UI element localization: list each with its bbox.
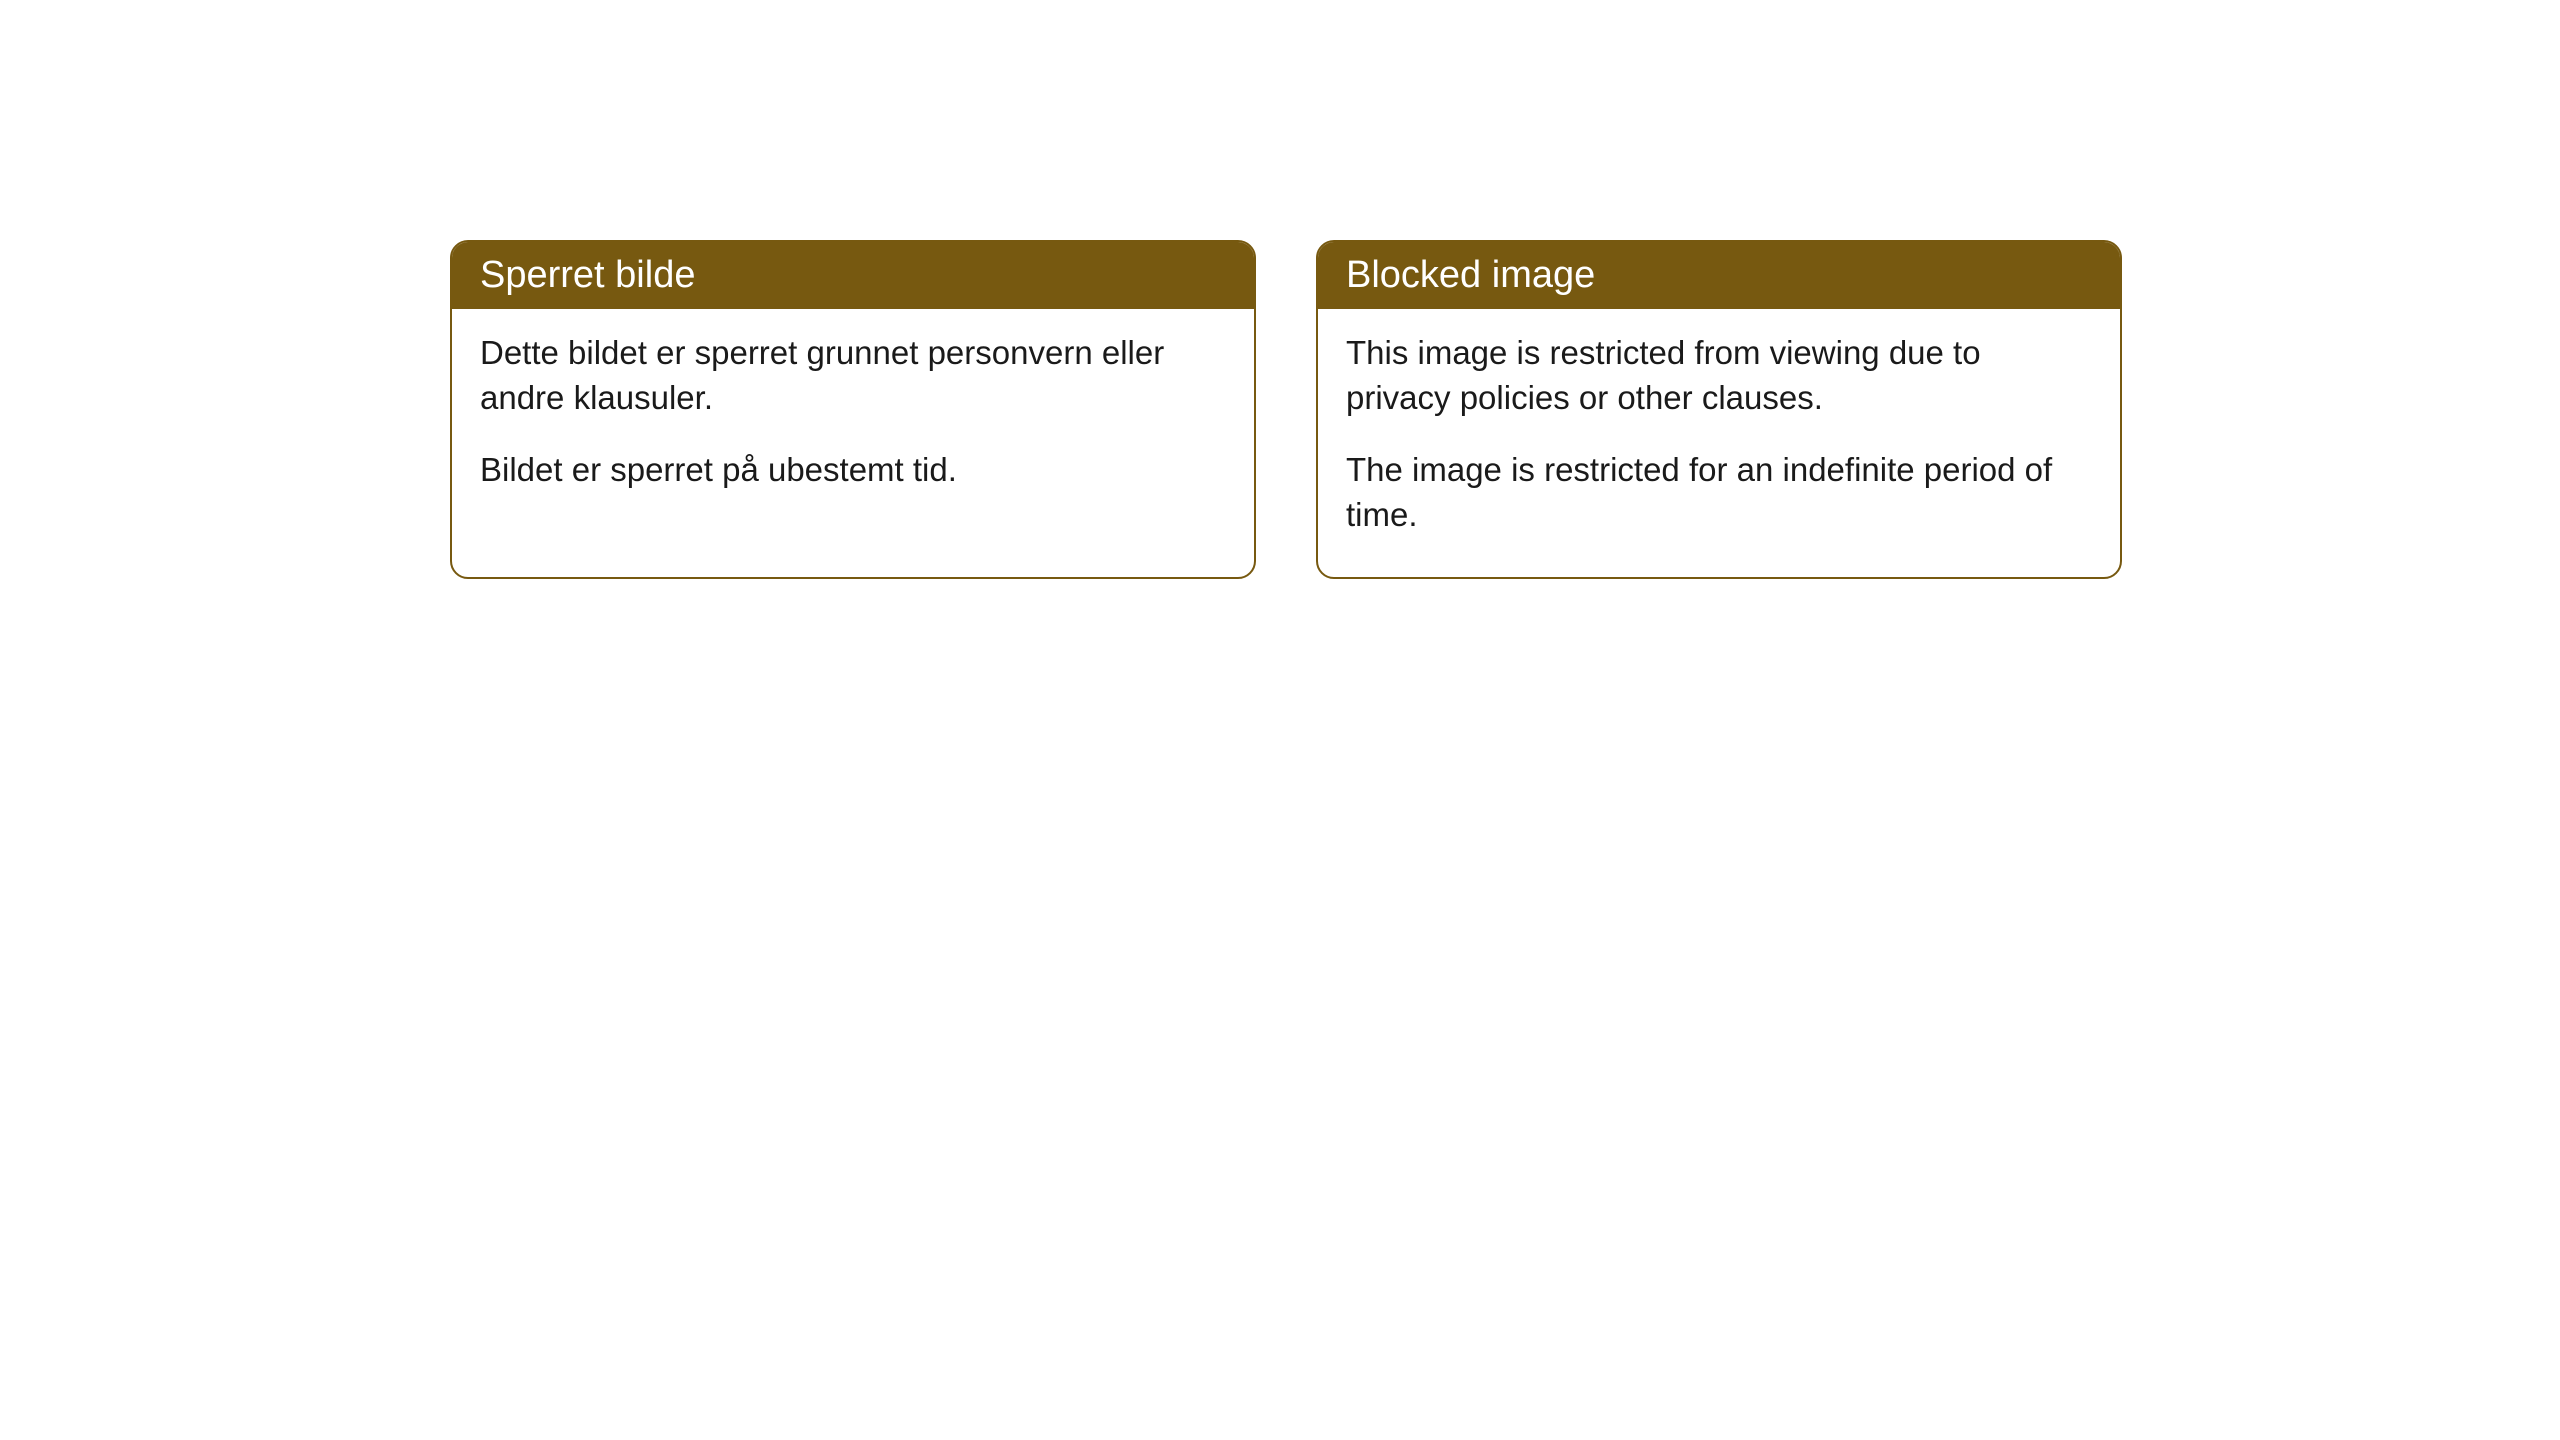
card-paragraph-1: Dette bildet er sperret grunnet personve… (480, 331, 1226, 420)
blocked-image-card-norwegian: Sperret bilde Dette bildet er sperret gr… (450, 240, 1256, 579)
notice-cards-container: Sperret bilde Dette bildet er sperret gr… (450, 240, 2122, 579)
card-body: This image is restricted from viewing du… (1318, 309, 2120, 577)
card-paragraph-2: The image is restricted for an indefinit… (1346, 448, 2092, 537)
card-paragraph-2: Bildet er sperret på ubestemt tid. (480, 448, 1226, 493)
blocked-image-card-english: Blocked image This image is restricted f… (1316, 240, 2122, 579)
card-header: Sperret bilde (452, 242, 1254, 309)
card-title: Blocked image (1346, 254, 1595, 296)
card-title: Sperret bilde (480, 254, 695, 296)
card-paragraph-1: This image is restricted from viewing du… (1346, 331, 2092, 420)
card-header: Blocked image (1318, 242, 2120, 309)
card-body: Dette bildet er sperret grunnet personve… (452, 309, 1254, 533)
